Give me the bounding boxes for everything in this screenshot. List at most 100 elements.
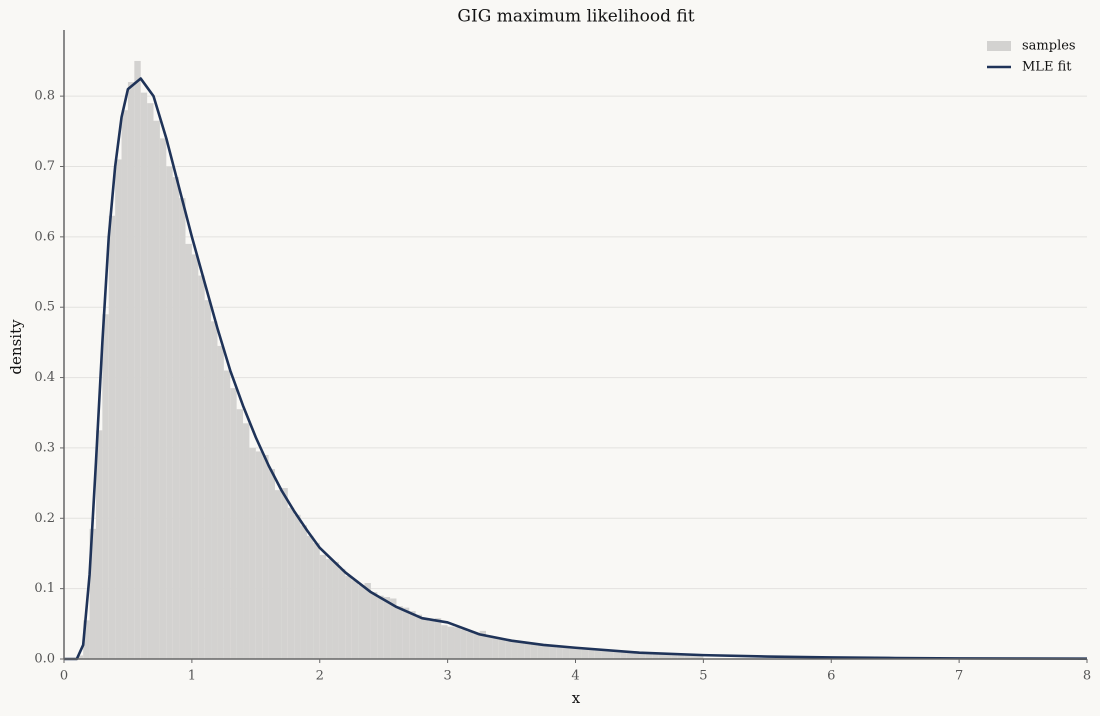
histogram-bar <box>115 159 122 659</box>
histogram-bar <box>658 654 666 659</box>
histogram-bar <box>684 654 691 659</box>
histogram-bar <box>377 595 384 659</box>
x-tick-label: 7 <box>955 669 963 684</box>
y-tick-label: 0.6 <box>34 229 55 244</box>
legend-label: MLE fit <box>1022 60 1072 75</box>
histogram-bar <box>588 649 595 659</box>
histogram-bar <box>204 300 212 659</box>
histogram-bar <box>626 652 634 659</box>
legend-swatch <box>987 41 1011 51</box>
histogram-bar <box>613 651 621 659</box>
histogram-bar <box>338 568 346 659</box>
histogram-bar <box>281 488 288 659</box>
histogram-bar <box>473 633 480 659</box>
histogram-bar <box>415 614 423 659</box>
fit-line <box>64 77 1088 661</box>
chart-title: GIG maximum likelihood fit <box>457 7 694 27</box>
x-tick-label: 8 <box>1083 669 1091 684</box>
y-tick-label: 0.8 <box>34 89 55 104</box>
histogram-bar <box>83 620 90 659</box>
y-tick-label: 0.1 <box>34 581 55 596</box>
histogram-bar <box>645 653 653 659</box>
histogram-bar <box>300 525 307 659</box>
histogram-bar <box>274 490 282 659</box>
histogram-bar <box>447 626 455 659</box>
histogram-bar <box>396 606 403 659</box>
y-tick-label: 0.5 <box>34 300 55 315</box>
histogram-bar <box>409 611 416 659</box>
histogram-bar <box>639 653 646 659</box>
histogram-bar <box>134 60 141 659</box>
histogram-bar <box>594 650 602 659</box>
histogram-bar <box>223 370 231 659</box>
histogram-bar <box>696 655 704 659</box>
histogram-bar <box>345 575 352 659</box>
histogram-bar <box>492 637 499 659</box>
histogram-bar <box>390 598 397 659</box>
histogram-bar <box>306 535 314 659</box>
y-tick-label: 0.7 <box>34 159 55 174</box>
histogram-bar <box>268 469 275 659</box>
y-tick-label: 0.4 <box>34 370 55 385</box>
histogram-bar <box>108 215 116 659</box>
histogram-bar <box>89 528 96 659</box>
histogram-bar <box>422 618 429 659</box>
histogram-bar <box>434 618 442 659</box>
x-tick-label: 6 <box>827 669 835 684</box>
histogram-bar <box>537 644 544 659</box>
y-tick-label: 0.2 <box>34 511 55 526</box>
histogram-bar <box>153 120 160 660</box>
histogram-bar <box>549 646 557 659</box>
x-tick-label: 3 <box>443 669 451 684</box>
histogram-bar <box>652 654 659 659</box>
histogram-bar <box>255 451 263 659</box>
x-tick-label: 1 <box>188 669 196 684</box>
histogram-bar <box>517 642 525 659</box>
histogram-bar <box>498 638 506 659</box>
histogram-bar <box>511 641 518 659</box>
histogram-bar <box>677 654 685 659</box>
histogram-bar <box>505 640 512 659</box>
histogram-bar <box>530 644 538 659</box>
histogram-bar <box>351 580 359 659</box>
x-tick-label: 0 <box>60 669 68 684</box>
histogram-bar <box>466 631 474 659</box>
histogram-bar <box>159 138 167 660</box>
x-tick-label: 5 <box>699 669 707 684</box>
histogram-bar <box>460 629 467 659</box>
histogram-bar <box>140 92 148 659</box>
histogram-bar <box>287 507 295 659</box>
histogram-bar <box>191 254 199 659</box>
histogram-bar <box>428 621 435 659</box>
histogram-bar <box>569 648 576 659</box>
histogram-bar <box>358 585 365 659</box>
histogram-bar <box>601 650 608 659</box>
histogram-bar <box>211 321 218 659</box>
histogram-bar <box>607 651 614 659</box>
histogram-bar <box>479 630 486 659</box>
histogram-bar <box>556 647 563 659</box>
x-tick-label: 2 <box>316 669 324 684</box>
legend: samples MLE fit <box>987 39 1076 75</box>
histogram-bar <box>485 635 493 659</box>
histogram-bar <box>262 454 269 659</box>
histogram-bar <box>313 542 320 659</box>
histogram-bar <box>179 198 186 659</box>
histogram-bar <box>326 559 333 659</box>
histogram-bar <box>198 275 205 659</box>
histogram-bar <box>76 655 84 659</box>
axes: 0.0 0.1 0.2 0.3 0.4 0.5 0.6 0.7 0.8 0 1 2 3 4 5 6 7 8 <box>34 30 1091 684</box>
histogram-bar <box>121 110 128 659</box>
y-tick-label: 0.0 <box>34 652 55 667</box>
histogram-bar <box>185 243 192 660</box>
histogram-bar <box>236 409 244 659</box>
histogram-bar <box>95 430 103 659</box>
histogram-bar <box>543 645 550 659</box>
histogram-bar <box>332 561 339 659</box>
plot-area <box>64 60 1088 661</box>
histogram-bar <box>441 625 448 659</box>
histogram-bar <box>319 554 327 659</box>
histogram-bar <box>166 166 173 660</box>
y-tick-label: 0.3 <box>34 440 55 455</box>
